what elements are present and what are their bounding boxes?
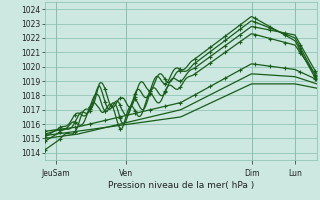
X-axis label: Pression niveau de la mer( hPa ): Pression niveau de la mer( hPa ) (108, 181, 254, 190)
